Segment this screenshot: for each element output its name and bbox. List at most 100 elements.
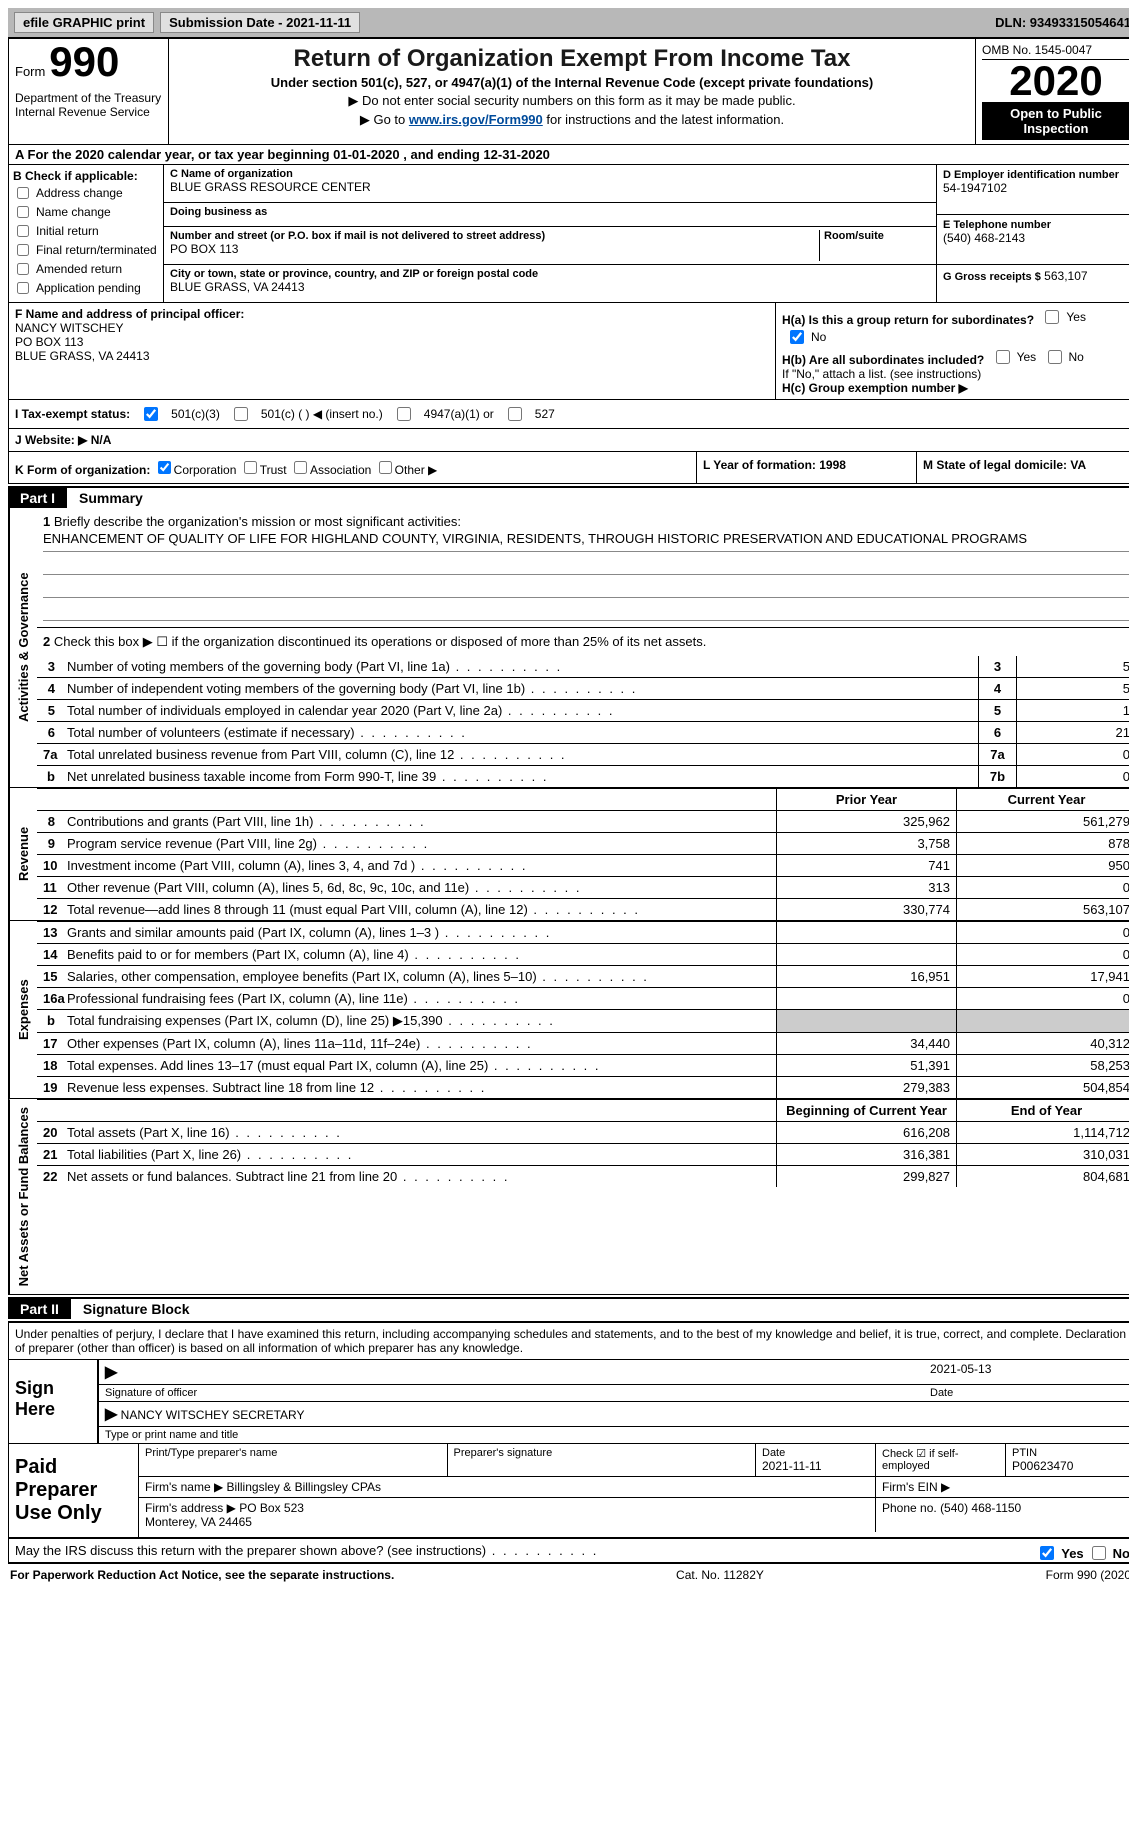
tel-value: (540) 468-2143	[943, 231, 1129, 245]
chk-initial-return[interactable]	[17, 225, 29, 237]
discuss-no[interactable]	[1092, 1546, 1106, 1560]
prior-val	[776, 944, 956, 965]
ha-no[interactable]	[790, 330, 804, 344]
curr-val: 310,031	[956, 1144, 1129, 1165]
sig-officer-label: Signature of officer	[105, 1387, 930, 1399]
chk-application-pending[interactable]	[17, 282, 29, 294]
l4-val: 5	[1016, 678, 1129, 699]
row-a-period: A For the 2020 calendar year, or tax yea…	[8, 145, 1129, 165]
fin-row-15: 15Salaries, other compensation, employee…	[37, 965, 1129, 987]
line-text: Total liabilities (Part X, line 26)	[61, 1144, 776, 1165]
prep-name-hdr: Print/Type preparer's name	[145, 1447, 441, 1459]
l4-text: Number of independent voting members of …	[61, 678, 978, 699]
hb-label: H(b) Are all subordinates included?	[782, 353, 984, 367]
hc-label: H(c) Group exemption number ▶	[782, 381, 1129, 395]
chk-527[interactable]	[508, 407, 522, 421]
discuss-row: May the IRS discuss this return with the…	[9, 1539, 1129, 1562]
line-num: 21	[37, 1144, 61, 1165]
form-note1: ▶ Do not enter social security numbers o…	[175, 93, 969, 109]
lbl-4947: 4947(a)(1) or	[424, 407, 494, 421]
year-formation: L Year of formation: 1998	[696, 452, 916, 483]
arrow-icon-2: ▶	[105, 1406, 117, 1423]
section-bcd: B Check if applicable: Address change Na…	[8, 165, 1129, 303]
firm-name-lbl: Firm's name ▶	[145, 1480, 223, 1494]
lbl-final-return: Final return/terminated	[36, 243, 157, 257]
officer-addr2: BLUE GRASS, VA 24413	[15, 349, 769, 363]
paid-preparer-label: Paid Preparer Use Only	[9, 1444, 139, 1537]
form-org-label: K Form of organization:	[15, 463, 150, 477]
boc-hdr: Beginning of Current Year	[776, 1100, 956, 1121]
header-center: Return of Organization Exempt From Incom…	[169, 39, 976, 144]
line-num: 18	[37, 1055, 61, 1076]
curr-val: 58,253	[956, 1055, 1129, 1076]
line-text: Net assets or fund balances. Subtract li…	[61, 1166, 776, 1187]
type-name-label: Type or print name and title	[105, 1429, 930, 1441]
firm-ein-lbl: Firm's EIN ▶	[882, 1480, 950, 1494]
ptin-val: P00623470	[1012, 1459, 1129, 1473]
prep-date-hdr: Date	[762, 1447, 869, 1459]
prep-selfemp: Check ☑ if self-employed	[876, 1444, 1006, 1476]
line-num: 22	[37, 1166, 61, 1187]
hb-no[interactable]	[1048, 350, 1062, 364]
prior-val	[776, 1010, 956, 1032]
footer-right: Form 990 (2020)	[1046, 1568, 1129, 1582]
part-i-header: Part I Summary	[8, 486, 1129, 508]
chk-other[interactable]	[379, 461, 392, 474]
chk-501c[interactable]	[234, 407, 248, 421]
fin-row-20: 20Total assets (Part X, line 16)616,2081…	[37, 1121, 1129, 1143]
hb-yes[interactable]	[996, 350, 1010, 364]
prep-sig-hdr: Preparer's signature	[454, 1447, 750, 1459]
chk-address-change[interactable]	[17, 187, 29, 199]
line-num: 10	[37, 855, 61, 876]
discuss-yes[interactable]	[1040, 1546, 1054, 1560]
discuss-no-lbl: No	[1113, 1546, 1129, 1561]
row-j-website: J Website: ▶ N/A	[8, 429, 1129, 452]
part-i-title: Summary	[79, 490, 143, 506]
chk-name-change[interactable]	[17, 206, 29, 218]
chk-501c3[interactable]	[144, 407, 158, 421]
hb-instr: If "No," attach a list. (see instruction…	[782, 367, 1129, 381]
prior-val: 741	[776, 855, 956, 876]
gross-label: G Gross receipts $	[943, 271, 1041, 283]
chk-trust[interactable]	[244, 461, 257, 474]
ha-yes-lbl: Yes	[1066, 310, 1086, 324]
firm-addr-lbl: Firm's address ▶	[145, 1501, 236, 1515]
chk-corporation[interactable]	[158, 461, 171, 474]
col-d: D Employer identification number 54-1947…	[936, 165, 1129, 302]
curr-val: 17,941	[956, 966, 1129, 987]
footer-mid: Cat. No. 11282Y	[394, 1568, 1045, 1582]
lbl-trust: Trust	[260, 463, 287, 477]
ha-yes[interactable]	[1045, 310, 1059, 324]
open-to-public: Open to Public Inspection	[982, 102, 1129, 140]
chk-association[interactable]	[294, 461, 307, 474]
efile-print-button[interactable]: efile GRAPHIC print	[14, 12, 154, 33]
mission-blank3	[43, 598, 1129, 621]
city-label: City or town, state or province, country…	[170, 268, 930, 280]
fin-row-17: 17Other expenses (Part IX, column (A), l…	[37, 1032, 1129, 1054]
prior-val	[776, 922, 956, 943]
current-year-hdr: Current Year	[956, 789, 1129, 810]
lbl-name-change: Name change	[36, 205, 111, 219]
chk-amended-return[interactable]	[17, 263, 29, 275]
curr-val: 804,681	[956, 1166, 1129, 1187]
line-text: Professional fundraising fees (Part IX, …	[61, 988, 776, 1009]
mission-text: ENHANCEMENT OF QUALITY OF LIFE FOR HIGHL…	[43, 529, 1129, 552]
row-i-tax-status: I Tax-exempt status: 501(c)(3) 501(c) ( …	[8, 400, 1129, 429]
fin-row-10: 10Investment income (Part VIII, column (…	[37, 854, 1129, 876]
chk-4947[interactable]	[397, 407, 411, 421]
part-i-badge: Part I	[8, 488, 67, 508]
q2-text: Check this box ▶ ☐ if the organization d…	[54, 634, 707, 649]
curr-val: 878	[956, 833, 1129, 854]
irs-link[interactable]: www.irs.gov/Form990	[409, 112, 543, 127]
curr-val: 950	[956, 855, 1129, 876]
ha-no-lbl: No	[811, 330, 826, 344]
chk-final-return[interactable]	[17, 244, 29, 256]
l7b-text: Net unrelated business taxable income fr…	[61, 766, 978, 787]
state-domicile: M State of legal domicile: VA	[916, 452, 1129, 483]
room-label: Room/suite	[824, 230, 930, 242]
form-note2: ▶ Go to www.irs.gov/Form990 for instruct…	[175, 112, 969, 128]
ein-value: 54-1947102	[943, 181, 1129, 195]
footer-left: For Paperwork Reduction Act Notice, see …	[10, 1568, 394, 1582]
l5-text: Total number of individuals employed in …	[61, 700, 978, 721]
date-label: Date	[930, 1387, 1129, 1399]
